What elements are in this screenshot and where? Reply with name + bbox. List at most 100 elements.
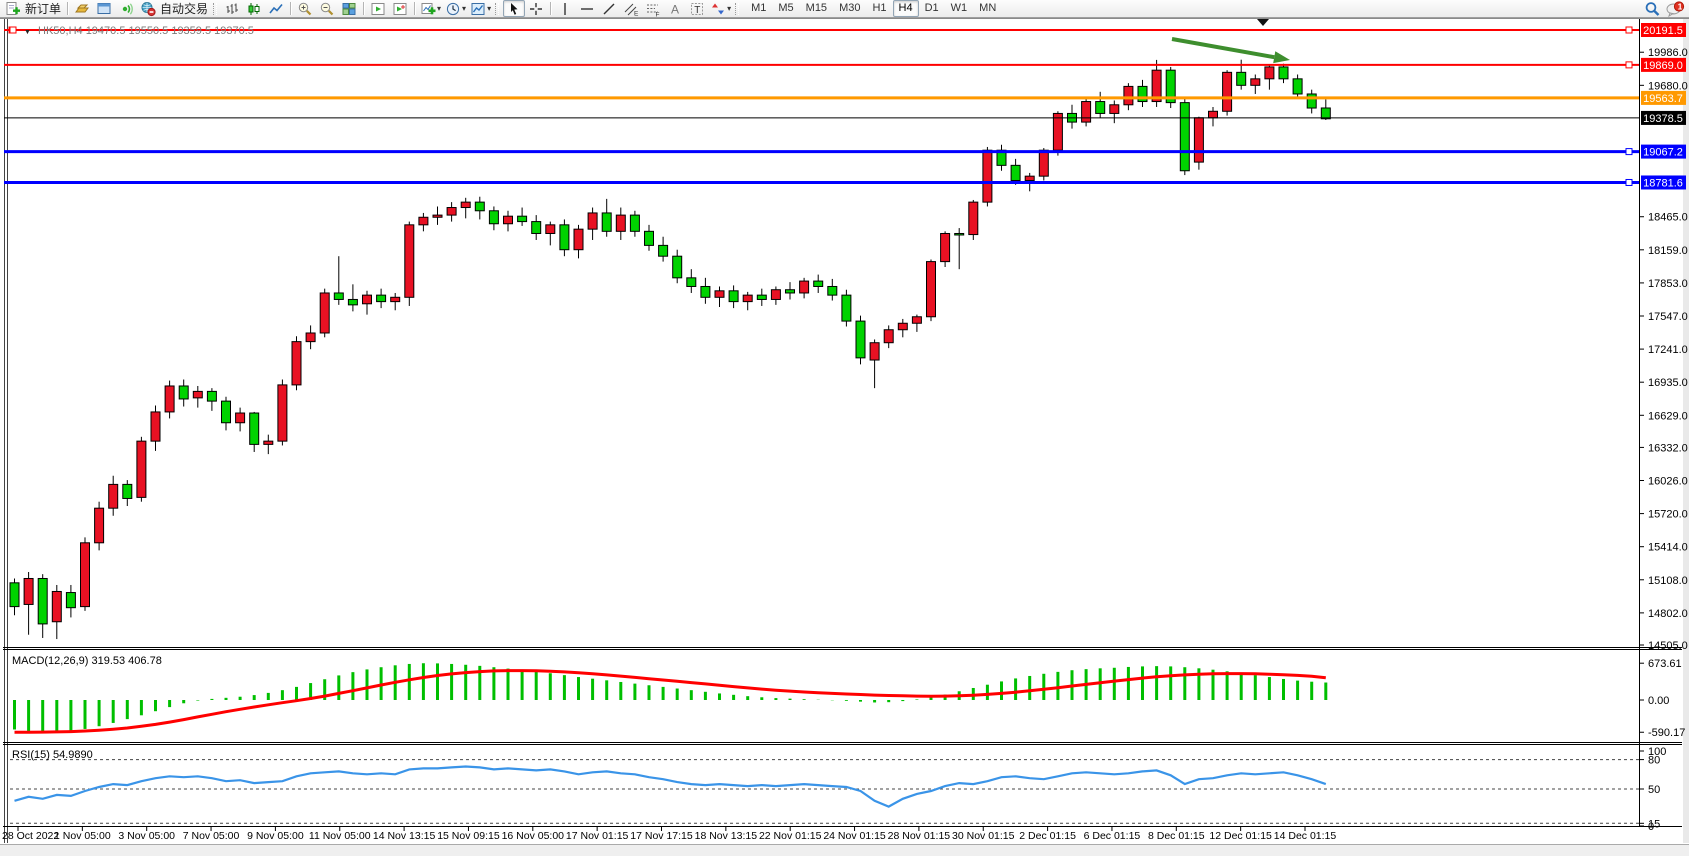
candle (601, 212, 612, 232)
new-order-button[interactable] (2, 0, 24, 17)
candle (488, 210, 499, 225)
search-button[interactable] (1641, 0, 1663, 17)
text-label-button[interactable]: T (686, 0, 708, 17)
tf-button-M30[interactable]: M30 (839, 2, 861, 14)
candle (1081, 101, 1092, 123)
template-button[interactable]: ▾ (468, 0, 493, 17)
svg-text:3 Nov 05:00: 3 Nov 05:00 (118, 830, 175, 842)
zoom-in-icon (297, 1, 313, 17)
tf-button-M5[interactable]: M5 (778, 2, 794, 14)
candle (9, 582, 20, 608)
candle (192, 390, 203, 399)
tf-button-MN[interactable]: MN (979, 2, 997, 14)
indicators-button[interactable]: ▾ (418, 0, 443, 17)
svg-text:19067.2: 19067.2 (1643, 147, 1683, 159)
down-arrow-marker (1257, 19, 1269, 26)
notifications-button[interactable]: 1 (1663, 0, 1687, 17)
price-badge (1641, 57, 1686, 72)
svg-text:1: 1 (1678, 1, 1683, 11)
candle (1109, 104, 1120, 114)
candle (1250, 78, 1261, 86)
arrows-button[interactable]: ▾ (708, 0, 733, 17)
candle (742, 294, 753, 303)
candle (869, 342, 880, 361)
tf-button-W1[interactable]: W1 (950, 2, 968, 14)
candlestick-button[interactable] (243, 0, 265, 17)
data-window-button[interactable] (93, 0, 115, 17)
candle (813, 280, 824, 287)
fibonacci-button[interactable]: F (642, 0, 664, 17)
autotrade-label[interactable]: 自动交易 (160, 2, 209, 16)
svg-text:673.61: 673.61 (1648, 658, 1682, 670)
svg-text:24 Nov 01:15: 24 Nov 01:15 (823, 830, 886, 842)
status-strip (0, 845, 1689, 856)
svg-text:17241.0: 17241.0 (1648, 344, 1688, 356)
tf-button-H4[interactable]: H4 (892, 0, 919, 17)
svg-text:19986.0: 19986.0 (1648, 47, 1688, 59)
vertical-line-icon (557, 1, 573, 17)
candle (573, 228, 584, 251)
crosshair-button[interactable] (525, 0, 547, 17)
candle (1024, 175, 1035, 181)
chart-shift-button[interactable] (367, 0, 389, 17)
svg-text:18465.0: 18465.0 (1648, 212, 1688, 224)
svg-text:15: 15 (1648, 818, 1660, 830)
new-order-label[interactable]: 新订单 (25, 2, 62, 16)
signal-button[interactable] (115, 0, 137, 17)
candle (263, 440, 274, 445)
tf-button-M1[interactable]: M1 (751, 2, 767, 14)
macd-label: MACD(12,26,9) 319.53 406.78 (12, 655, 162, 667)
candle (1222, 71, 1233, 112)
candle (1151, 69, 1162, 103)
svg-text:17 Nov 17:15: 17 Nov 17:15 (630, 830, 693, 842)
cursor-button[interactable] (503, 0, 526, 17)
candle (277, 384, 288, 442)
svg-text:8 Dec 01:15: 8 Dec 01:15 (1148, 830, 1205, 842)
auto-scroll-icon (392, 1, 408, 17)
svg-text:0.00: 0.00 (1648, 695, 1669, 707)
period-button[interactable]: ▾ (443, 0, 468, 17)
channel-button[interactable]: E (620, 0, 642, 17)
svg-text:16 Nov 05:00: 16 Nov 05:00 (502, 830, 565, 842)
bar-chart-icon (224, 1, 240, 17)
svg-text:14505.0: 14505.0 (1648, 640, 1688, 652)
chat-icon: 1 (1665, 0, 1685, 17)
trendline-button[interactable] (598, 0, 620, 17)
tf-button-H1[interactable]: H1 (872, 2, 887, 14)
auto-scroll-button[interactable] (389, 0, 411, 17)
fibonacci-icon: F (645, 1, 661, 17)
candle (883, 329, 894, 344)
svg-text:15 Nov 09:15: 15 Nov 09:15 (437, 830, 500, 842)
price-badge (1641, 175, 1686, 190)
price-chart[interactable]: 19986.0 19680.0 18465.0 18159.0 17853.0 17547… (0, 18, 1689, 856)
line-chart-button[interactable] (265, 0, 287, 17)
bar-chart-button[interactable] (221, 0, 243, 17)
price-axis: 19986.0 19680.0 18465.0 18159.0 17853.0 17547… (1639, 47, 1688, 652)
svg-text:16935.0: 16935.0 (1648, 377, 1688, 389)
candle (714, 290, 725, 298)
candle (51, 590, 62, 623)
horizontal-line-icon (579, 1, 595, 17)
svg-text:0: 0 (1648, 821, 1654, 833)
candle (305, 332, 316, 343)
window-icon (96, 1, 112, 17)
horizontal-line-button[interactable] (576, 0, 598, 17)
svg-text:2 Dec 01:15: 2 Dec 01:15 (1019, 830, 1076, 842)
candle (1123, 85, 1134, 106)
candle (841, 294, 852, 322)
candle (897, 322, 908, 331)
text-button[interactable]: A (664, 0, 686, 17)
zoom-in-button[interactable] (294, 0, 316, 17)
svg-text:-590.17: -590.17 (1648, 727, 1685, 739)
market-watch-button[interactable] (71, 0, 93, 17)
tf-button-D1[interactable]: D1 (924, 2, 939, 14)
candle (1179, 102, 1190, 172)
zoom-out-button[interactable] (316, 0, 338, 17)
autotrade-button[interactable] (137, 0, 159, 17)
vertical-line-button[interactable] (554, 0, 576, 17)
trend-arrow-annotation[interactable] (1171, 37, 1290, 64)
candle (531, 221, 542, 234)
tf-button-M15[interactable]: M15 (805, 2, 828, 14)
candle (615, 214, 626, 232)
tile-windows-button[interactable] (338, 0, 360, 17)
